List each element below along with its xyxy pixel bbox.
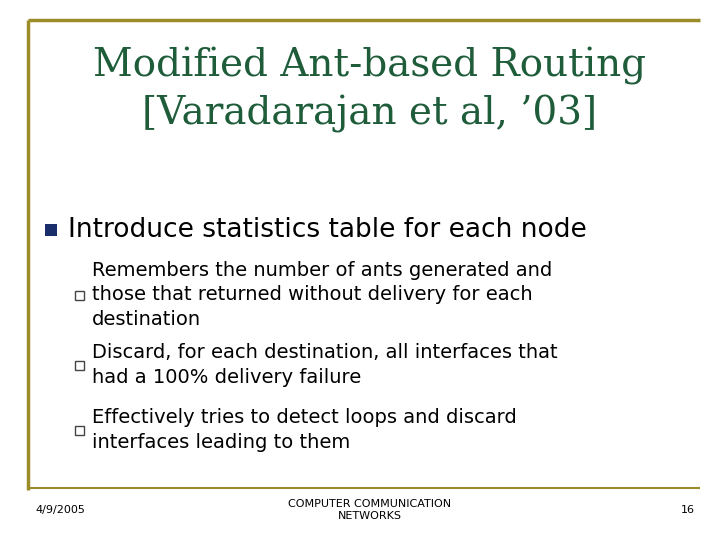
Bar (75, 361, 84, 369)
Bar (75, 291, 84, 300)
Text: 16: 16 (681, 505, 695, 515)
Text: Discard, for each destination, all interfaces that
had a 100% delivery failure: Discard, for each destination, all inter… (92, 343, 557, 387)
Text: Introduce statistics table for each node: Introduce statistics table for each node (68, 217, 587, 243)
Bar (75, 426, 84, 435)
Text: COMPUTER COMMUNICATION
NETWORKS: COMPUTER COMMUNICATION NETWORKS (289, 499, 451, 521)
Text: Effectively tries to detect loops and discard
interfaces leading to them: Effectively tries to detect loops and di… (92, 408, 517, 451)
Text: 4/9/2005: 4/9/2005 (35, 505, 85, 515)
Text: Modified Ant-based Routing
[Varadarajan et al, ’03]: Modified Ant-based Routing [Varadarajan … (94, 47, 647, 133)
Text: Remembers the number of ants generated and
those that returned without delivery : Remembers the number of ants generated a… (92, 261, 552, 329)
Bar (45, 224, 57, 236)
